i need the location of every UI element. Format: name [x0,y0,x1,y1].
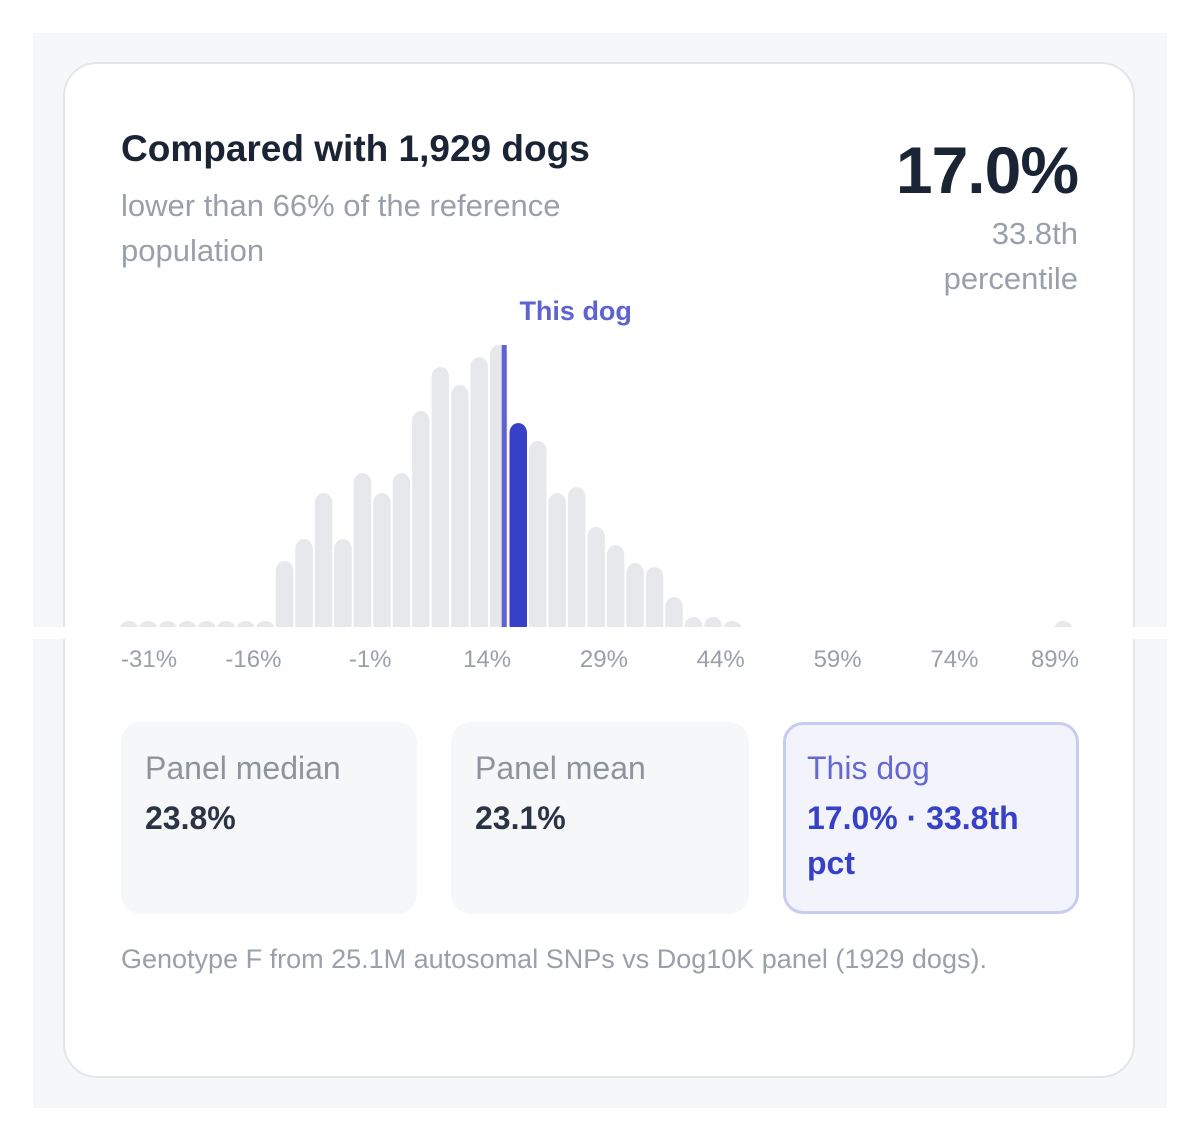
histogram-bar [334,539,352,635]
stat-this-dog: This dog 17.0% · 33.8th pct [783,722,1079,914]
histogram-bar [587,527,605,635]
card-title: Compared with 1,929 dogs [121,128,590,169]
x-tick-label: 59% [814,646,862,673]
histogram-bar [314,493,333,635]
histogram-bar [548,493,566,635]
histogram-bar [412,411,430,635]
x-tick-label: -1% [349,646,392,673]
histogram-bar [529,441,547,635]
footnote: Genotype F from 25.1M autosomal SNPs vs … [121,944,987,974]
histogram-bar [665,597,683,635]
stat-value: 23.1% [475,800,566,836]
x-tick-label: 14% [463,646,511,673]
x-tick-label: -16% [225,646,281,673]
stat-label: This dog [807,750,930,786]
stat-value: 17.0% · 33.8th pct [807,800,1019,881]
this-dog-marker-label: This dog [519,296,631,326]
stat-panel-median: Panel median 23.8% [121,722,417,914]
histogram-bar [275,561,294,635]
histogram-bar [626,563,644,635]
histogram-bars [0,345,1200,639]
this-dog-marker-line [501,345,507,627]
histogram-bar [470,357,488,635]
histogram-bar [567,487,586,635]
inbreeding-value: 17.0% [895,133,1079,207]
stat-label: Panel mean [475,750,646,786]
histogram-bar [295,539,313,635]
this-dog-marker-group: This dog [501,296,632,627]
histogram-bar [392,473,411,635]
histogram-bar [431,367,450,635]
histogram-bar [353,473,372,635]
baseline-mask [0,627,1200,639]
percentile-text: 33.8th percentile [943,216,1078,296]
histogram-chart: This dog -31% -16% -1% 14% 29% 44% 59% 74% 89% [0,296,1200,673]
histogram-bar [451,385,469,635]
histogram-bar [373,493,391,635]
x-tick-label: 29% [580,646,628,673]
x-tick-label: 74% [930,646,978,673]
x-tick-label: -31% [121,646,177,673]
x-tick-label: 89% [1031,646,1079,673]
x-axis-ticks: -31% -16% -1% 14% 29% 44% 59% 74% 89% [121,646,1079,673]
histogram-bar [606,545,625,635]
card-subtitle: lower than 66% of the reference populati… [121,188,561,268]
x-tick-label: 44% [697,646,745,673]
stat-label: Panel median [145,750,341,786]
stat-value: 23.8% [145,800,236,836]
histogram-bar [645,567,664,635]
histogram-bar-highlight [509,423,527,635]
stat-panel-mean: Panel mean 23.1% [451,722,749,914]
